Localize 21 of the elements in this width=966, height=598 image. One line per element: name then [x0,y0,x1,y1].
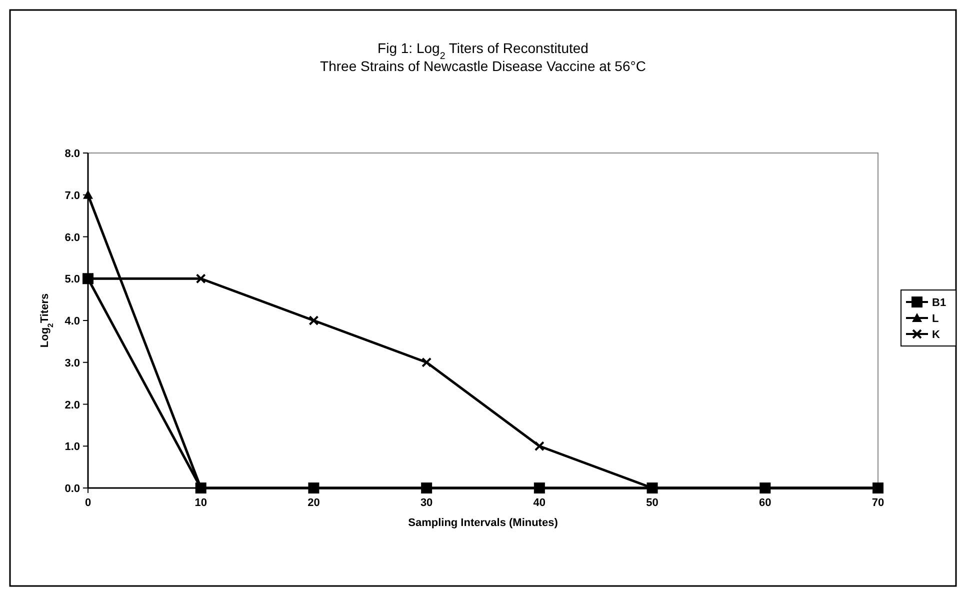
y-tick-label: 6.0 [64,232,80,244]
legend-label: B1 [932,297,946,309]
y-tick-label: 3.0 [64,357,80,370]
y-tick-label: 2.0 [64,399,80,412]
x-tick-label: 0 [84,497,92,509]
x-tick-label: 10 [194,497,207,509]
legend-label: L [932,313,939,325]
x-tick-label: 30 [420,497,433,509]
y-tick-label: 0.0 [64,483,80,495]
y-tick-label: 1.0 [64,441,80,454]
x-axis-title: Sampling Intervals (Minutes) [408,517,558,529]
x-tick-label: 40 [533,497,546,509]
x-tick-label: 70 [872,497,884,509]
legend-label: K [932,329,940,341]
x-tick-label: 20 [308,497,320,509]
x-tick-label: 50 [646,497,658,509]
y-tick-label: 8.0 [64,148,80,160]
y-tick-label: 4.0 [64,316,80,328]
x-tick-label: 60 [759,497,772,509]
y-tick-label: 5.0 [64,274,80,286]
y-tick-label: 7.0 [64,190,80,202]
